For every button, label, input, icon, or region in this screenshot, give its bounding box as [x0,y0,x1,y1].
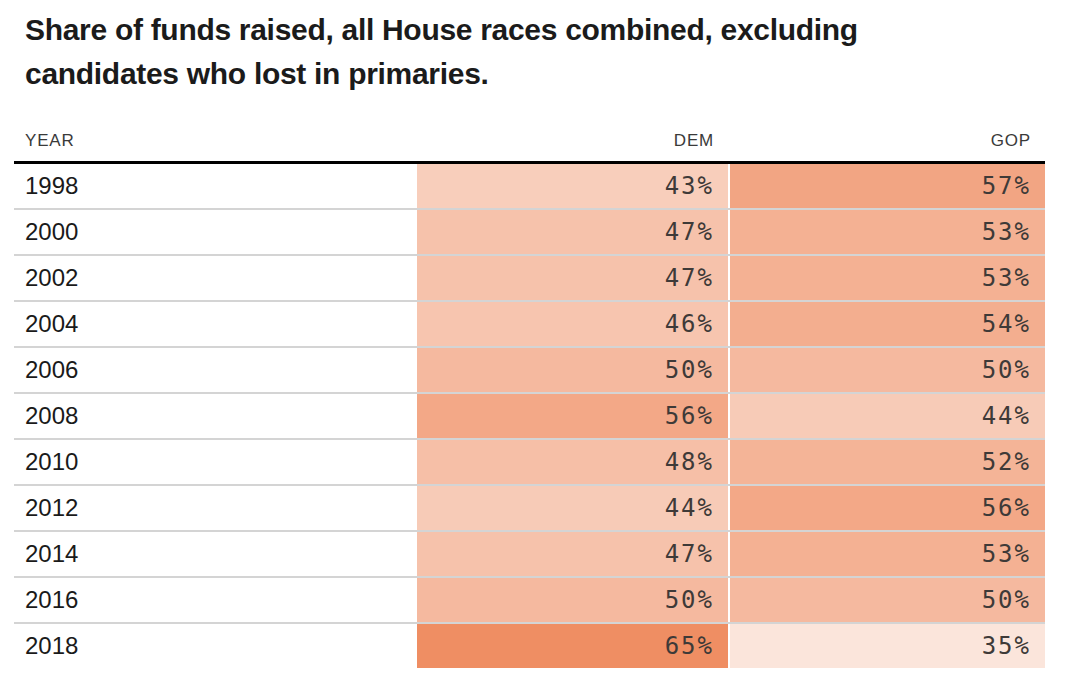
dem-cell: 47% [417,256,728,300]
dem-cell: 47% [417,532,728,576]
year-cell: 2014 [14,532,417,576]
gop-cell: 50% [728,348,1045,392]
year-cell: 2018 [14,624,417,668]
table-row: 2014 47% 53% [14,530,1045,576]
table-row: 2010 48% 52% [14,438,1045,484]
year-cell: 2010 [14,440,417,484]
dem-cell: 50% [417,348,728,392]
gop-cell: 56% [728,486,1045,530]
gop-cell: 53% [728,256,1045,300]
dem-cell: 65% [417,624,728,668]
year-cell: 2012 [14,486,417,530]
table-row: 2016 50% 50% [14,576,1045,622]
dem-cell: 44% [417,486,728,530]
dem-cell: 56% [417,394,728,438]
column-header-dem: DEM [417,130,728,152]
gop-cell: 50% [728,578,1045,622]
gop-cell: 35% [728,624,1045,668]
table-row: 2004 46% 54% [14,300,1045,346]
table-header: YEAR DEM GOP [14,130,1045,164]
gop-cell: 52% [728,440,1045,484]
table-row: 2012 44% 56% [14,484,1045,530]
dem-cell: 50% [417,578,728,622]
column-header-year: YEAR [14,130,417,152]
table-row: 2018 65% 35% [14,622,1045,668]
table-row: 2000 47% 53% [14,208,1045,254]
gop-cell: 44% [728,394,1045,438]
table-row: 2006 50% 50% [14,346,1045,392]
year-cell: 2004 [14,302,417,346]
dem-cell: 48% [417,440,728,484]
gop-cell: 53% [728,532,1045,576]
table-row: 2008 56% 44% [14,392,1045,438]
dem-cell: 43% [417,164,728,208]
gop-cell: 53% [728,210,1045,254]
dem-cell: 47% [417,210,728,254]
gop-cell: 54% [728,302,1045,346]
column-header-gop: GOP [728,130,1045,152]
data-table: YEAR DEM GOP 1998 43% 57% 2000 47% 53% 2… [14,130,1045,668]
table-row: 1998 43% 57% [14,164,1045,208]
year-cell: 1998 [14,164,417,208]
year-cell: 2002 [14,256,417,300]
year-cell: 2008 [14,394,417,438]
year-cell: 2000 [14,210,417,254]
table-row: 2002 47% 53% [14,254,1045,300]
table-body: 1998 43% 57% 2000 47% 53% 2002 47% 53% 2… [14,164,1045,668]
dem-cell: 46% [417,302,728,346]
year-cell: 2006 [14,348,417,392]
page-title: Share of funds raised, all House races c… [25,8,1005,96]
year-cell: 2016 [14,578,417,622]
gop-cell: 57% [728,164,1045,208]
